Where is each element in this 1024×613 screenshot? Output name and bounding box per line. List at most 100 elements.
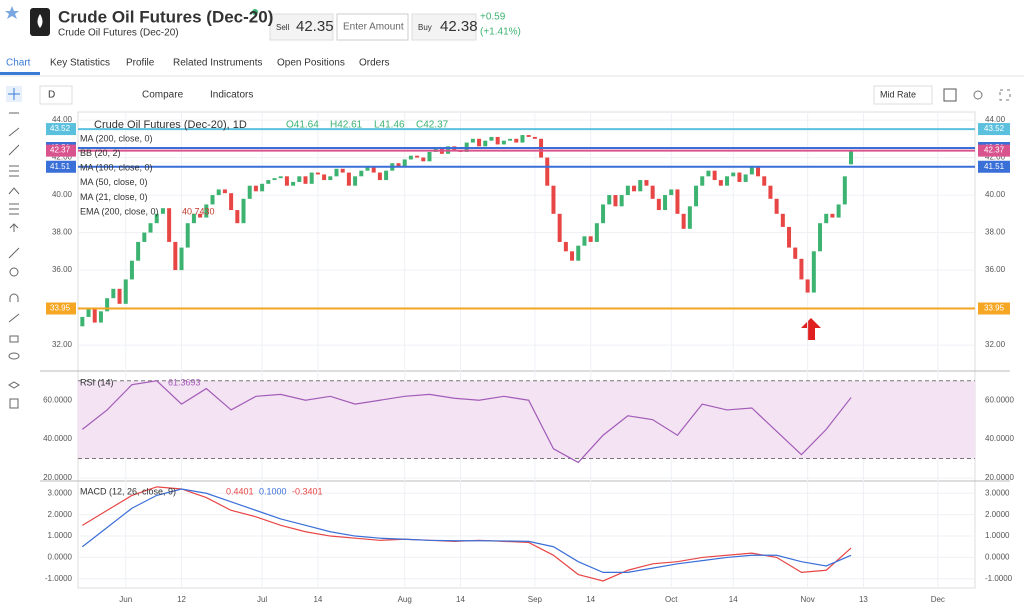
candle-body	[520, 135, 525, 143]
candle-body	[260, 183, 265, 192]
tool-fib[interactable]	[9, 165, 19, 177]
x-tick-label: Nov	[801, 595, 815, 604]
candle-body	[371, 166, 376, 173]
price-tag	[46, 144, 76, 157]
x-tick-label: Jul	[257, 595, 267, 604]
favorite-star[interactable]	[5, 6, 19, 19]
macd-line	[82, 486, 852, 582]
tool-layers[interactable]	[8, 381, 20, 389]
chart-frame	[77, 111, 976, 589]
tool-pen[interactable]	[8, 144, 20, 156]
tab[interactable]: Chart	[6, 58, 31, 69]
candle-body	[687, 206, 692, 229]
interval[interactable]: D	[48, 90, 55, 101]
candle-body	[247, 185, 252, 199]
price-type-select[interactable]	[873, 85, 933, 105]
candle-body	[495, 136, 500, 145]
tool-arrow[interactable]	[9, 223, 19, 232]
candle-body	[210, 195, 215, 205]
indicator-label[interactable]: MA (21, close, 0)	[80, 192, 148, 202]
tool-trend[interactable]	[8, 127, 20, 137]
candle-body	[402, 159, 407, 167]
candle-body	[638, 180, 643, 192]
price-type[interactable]: Mid Rate	[880, 89, 916, 99]
candle-body	[762, 176, 767, 186]
candle-body	[408, 155, 413, 160]
tab[interactable]: Orders	[359, 58, 390, 69]
macd-label: MACD (12, 26, close, 9)	[80, 486, 176, 496]
candle-body	[427, 151, 432, 162]
candle-body	[607, 195, 612, 205]
candle-body	[415, 155, 420, 158]
candle-body	[111, 288, 116, 299]
tool-zoom[interactable]	[9, 267, 19, 277]
y-tick-label: 36.00	[52, 265, 73, 274]
buy-button[interactable]	[411, 13, 477, 41]
candle-body	[545, 157, 550, 186]
candle-body	[179, 247, 184, 271]
tool-lock[interactable]	[9, 335, 19, 343]
x-tick-label: Aug	[398, 595, 412, 604]
tool-ruler[interactable]	[8, 247, 20, 259]
rsi-label: RSI (14)	[80, 377, 114, 387]
indicator-label[interactable]: MA (100, close, 0)	[80, 163, 153, 173]
tab[interactable]: Related Instruments	[173, 58, 263, 69]
price-tag	[978, 123, 1010, 136]
tool-magnet[interactable]	[9, 293, 19, 302]
candle-body	[768, 185, 773, 199]
candle-body	[712, 170, 717, 181]
candle-body	[681, 213, 686, 229]
rsi-value: 61.3693	[168, 377, 201, 387]
interval-select[interactable]	[39, 85, 73, 105]
candle-body	[489, 136, 494, 141]
change: +0.59	[480, 12, 506, 23]
candle-body	[532, 136, 537, 139]
indicator-label[interactable]: MA (50, close, 0)	[80, 177, 148, 187]
candle-body	[601, 204, 606, 224]
y-tick-label: 38.00	[52, 228, 73, 237]
indicators[interactable]: Indicators	[210, 90, 253, 101]
sell-button[interactable]	[269, 13, 334, 41]
candle-body	[508, 138, 513, 141]
indicator-label[interactable]: EMA (200, close, 0)	[80, 206, 159, 216]
fullscreen-icon[interactable]	[999, 89, 1011, 101]
settings-icon[interactable]	[973, 90, 983, 100]
ohlc-value: C42.37	[416, 120, 449, 131]
amount-placeholder: Enter Amount	[343, 22, 404, 33]
candle-body	[700, 176, 705, 186]
candle-body	[123, 279, 128, 304]
candle-body	[377, 172, 382, 181]
tool-eye[interactable]	[8, 352, 20, 360]
candle-body	[297, 176, 302, 182]
rsi-band	[78, 380, 975, 459]
tab[interactable]: Open Positions	[277, 58, 345, 69]
tool-brush[interactable]	[8, 313, 20, 323]
tool-trash[interactable]	[9, 398, 19, 409]
indicator-label[interactable]: BB (20, 2)	[80, 148, 121, 158]
title: Crude Oil Futures (Dec-20)	[58, 7, 273, 26]
candle-body	[98, 311, 103, 323]
tool-gann[interactable]	[9, 203, 19, 215]
tool-crosshair-icon	[8, 88, 20, 100]
candle-body	[92, 307, 97, 323]
compare[interactable]: Compare	[142, 90, 184, 101]
buy-price: 42.38	[440, 18, 478, 35]
candle-body	[105, 298, 110, 312]
candle-body	[588, 236, 593, 242]
tab[interactable]: Key Statistics	[50, 58, 110, 69]
tool-pattern[interactable]	[8, 187, 20, 195]
candle-body	[632, 185, 637, 192]
candle-body	[167, 208, 172, 242]
candle-body	[582, 236, 587, 246]
candle-body	[365, 166, 370, 171]
candle-body	[278, 176, 283, 179]
toggle-box[interactable]	[943, 88, 957, 102]
tab[interactable]: Profile	[126, 58, 155, 69]
y-tick-label: 40.00	[52, 190, 73, 199]
price-tag-label: 42.37	[50, 146, 71, 155]
x-tick-label: 13	[859, 595, 868, 604]
indicator-label[interactable]: MA (200, close, 0)	[80, 133, 153, 143]
active-tab-underline	[0, 72, 40, 75]
y-tick-label: 42.00	[52, 153, 73, 162]
amount-input[interactable]	[336, 13, 409, 41]
